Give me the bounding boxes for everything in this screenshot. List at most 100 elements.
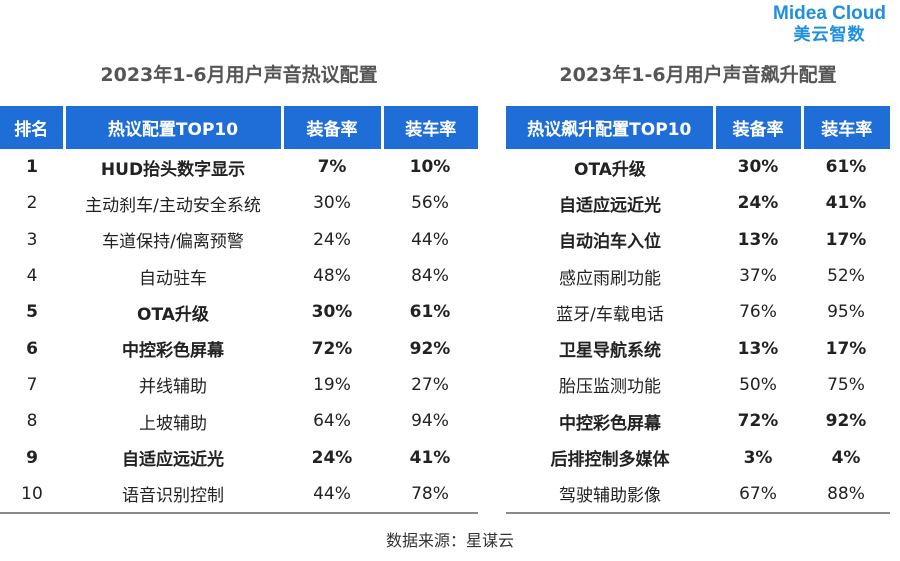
cell-install: 78% xyxy=(382,475,478,514)
cell-install: 95% xyxy=(827,302,865,323)
cell-name: 驾驶辅助影像 xyxy=(506,475,714,514)
cell-install: 92% xyxy=(409,338,451,359)
cell-name: OTA升级 xyxy=(574,159,646,180)
cell-equip: 24% xyxy=(311,447,353,468)
cell-name: 语音识别控制 xyxy=(64,475,282,514)
header-config: 热议配置TOP10 xyxy=(64,106,284,149)
table-row: 胎压监测功能 50% 75% xyxy=(506,367,890,403)
table-row: 卫星导航系统 13% 17% xyxy=(506,330,890,366)
right-table-block: 2023年1-6月用户声音飙升配置 热议飙升配置TOP10 装备率 装车率 OT… xyxy=(506,58,890,514)
table-header-row: 热议飙升配置TOP10 装备率 装车率 xyxy=(506,106,890,149)
cell-install: 84% xyxy=(411,266,449,287)
table-row: 8 上坡辅助 64% 94% xyxy=(0,403,478,439)
cell-name: 自适应远近光 xyxy=(559,195,661,216)
cell-rank: 10 xyxy=(0,475,64,514)
cell-equip: 44% xyxy=(282,475,382,514)
cell-equip: 3% xyxy=(743,447,773,468)
cell-install: 41% xyxy=(825,193,867,214)
cell-equip: 13% xyxy=(737,338,779,359)
cell-rank: 8 xyxy=(26,411,38,432)
table-row: 9 自适应远近光 24% 41% xyxy=(0,439,478,475)
cell-install: 61% xyxy=(409,302,451,323)
cell-name: 卫星导航系统 xyxy=(559,341,661,362)
cell-name: 自适应远近光 xyxy=(122,450,224,471)
cell-equip: 48% xyxy=(313,266,351,287)
brand-name: Midea Cloud xyxy=(773,3,886,24)
cell-name: 上坡辅助 xyxy=(139,413,207,434)
cell-equip: 24% xyxy=(737,193,779,214)
table-row: 6 中控彩色屏幕 72% 92% xyxy=(0,330,478,366)
cell-name: 并线辅助 xyxy=(139,377,207,398)
cell-rank: 6 xyxy=(26,338,38,359)
brand-logo: Midea Cloud 美云智数 xyxy=(773,4,886,44)
cell-install: 41% xyxy=(409,447,451,468)
cell-install: 61% xyxy=(825,157,867,178)
cell-name: 中控彩色屏幕 xyxy=(559,413,661,434)
table-row: 4 自动驻车 48% 84% xyxy=(0,258,478,294)
header-install-rate: 装车率 xyxy=(802,106,890,149)
cell-name: 中控彩色屏幕 xyxy=(122,341,224,362)
cell-rank: 5 xyxy=(26,302,38,323)
cell-name: 自动驻车 xyxy=(139,268,207,289)
brand-name-cn: 美云智数 xyxy=(793,25,866,45)
header-rank: 排名 xyxy=(0,106,66,149)
cell-install: 88% xyxy=(802,475,890,514)
cell-equip: 50% xyxy=(739,374,777,395)
header-equip-rate: 装备率 xyxy=(714,106,804,149)
cell-install: 44% xyxy=(411,229,449,250)
cell-equip: 64% xyxy=(313,411,351,432)
cell-install: 56% xyxy=(411,193,449,214)
table-row: 5 OTA升级 30% 61% xyxy=(0,294,478,330)
table-row: 自适应远近光 24% 41% xyxy=(506,185,890,221)
table-row: 蓝牙/车载电话 76% 95% xyxy=(506,294,890,330)
cell-name: OTA升级 xyxy=(137,304,209,325)
data-source-note: 数据来源：星谋云 xyxy=(385,531,514,550)
cell-rank: 3 xyxy=(26,229,38,250)
cell-rank: 9 xyxy=(26,447,38,468)
rising-config-table: 热议飙升配置TOP10 装备率 装车率 OTA升级 30% 61% 自适应远近光 24%… xyxy=(506,106,890,514)
right-table-title: 2023年1-6月用户声音飙升配置 xyxy=(559,64,837,86)
cell-name: HUD抬头数字显示 xyxy=(100,159,246,180)
cell-install: 4% xyxy=(831,447,861,468)
cell-install: 75% xyxy=(827,374,865,395)
left-table-title: 2023年1-6月用户声音热议配置 xyxy=(100,64,378,86)
table-row: 1 HUD抬头数字显示 7% 10% xyxy=(0,149,478,185)
cell-name: 主动刹车/主动安全系统 xyxy=(85,195,261,216)
cell-name: 胎压监测功能 xyxy=(559,377,661,398)
table-row: 3 车道保持/偏离预警 24% 44% xyxy=(0,222,478,258)
cell-install: 17% xyxy=(825,229,867,250)
hot-config-table: 排名 热议配置TOP10 装备率 装车率 1 HUD抬头数字显示 7% 10% 2 主动刹… xyxy=(0,106,478,514)
cell-install: 27% xyxy=(411,374,449,395)
table-row: 驾驶辅助影像 67% 88% xyxy=(506,475,890,514)
header-config: 热议飙升配置TOP10 xyxy=(506,106,716,149)
cell-equip: 76% xyxy=(739,302,777,323)
cell-name: 车道保持/偏离预警 xyxy=(102,232,244,253)
table-row: 感应雨刷功能 37% 52% xyxy=(506,258,890,294)
cell-rank: 1 xyxy=(26,157,38,178)
cell-rank: 2 xyxy=(26,193,38,214)
table-row: 中控彩色屏幕 72% 92% xyxy=(506,403,890,439)
table-row: 后排控制多媒体 3% 4% xyxy=(506,439,890,475)
cell-install: 17% xyxy=(825,338,867,359)
table-row: 自动泊车入位 13% 17% xyxy=(506,222,890,258)
cell-install: 94% xyxy=(411,411,449,432)
cell-name: 自动泊车入位 xyxy=(559,232,661,253)
table-row: OTA升级 30% 61% xyxy=(506,149,890,185)
cell-equip: 30% xyxy=(737,157,779,178)
cell-install: 92% xyxy=(825,411,867,432)
left-table-block: 2023年1-6月用户声音热议配置 排名 热议配置TOP10 装备率 装车率 1… xyxy=(0,58,478,514)
table-row: 7 并线辅助 19% 27% xyxy=(0,367,478,403)
cell-name: 后排控制多媒体 xyxy=(550,450,670,471)
cell-name: 感应雨刷功能 xyxy=(559,268,661,289)
cell-equip: 7% xyxy=(317,157,347,178)
cell-name: 蓝牙/车载电话 xyxy=(556,304,664,325)
cell-equip: 24% xyxy=(313,229,351,250)
cell-rank: 4 xyxy=(26,266,38,287)
header-equip-rate: 装备率 xyxy=(282,106,384,149)
cell-equip: 19% xyxy=(313,374,351,395)
cell-install: 52% xyxy=(827,266,865,287)
cell-equip: 30% xyxy=(313,193,351,214)
table-row: 10 语音识别控制 44% 78% xyxy=(0,475,478,514)
header-install-rate: 装车率 xyxy=(382,106,478,149)
cell-equip: 13% xyxy=(737,229,779,250)
